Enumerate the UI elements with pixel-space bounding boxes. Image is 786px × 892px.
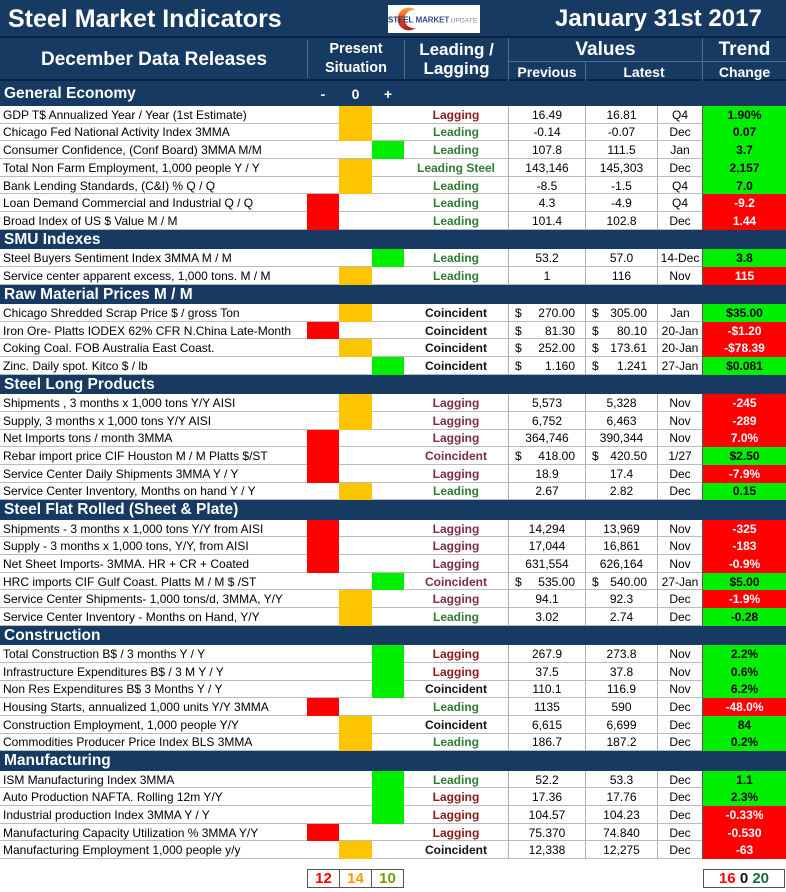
svg-text:MARKET: MARKET	[416, 16, 450, 25]
svg-text:STEEL: STEEL	[388, 16, 413, 25]
svg-text:UPDATE: UPDATE	[451, 17, 478, 24]
